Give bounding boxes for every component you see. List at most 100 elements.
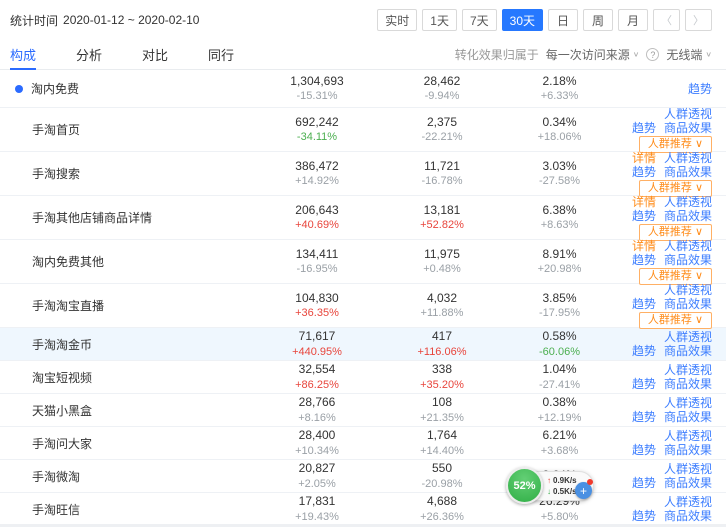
terminal-dropdown[interactable]: 无线端 ∨ [666, 46, 712, 63]
buyers-cell: 28,462 -9.94% [382, 74, 502, 104]
period-button-日[interactable]: 日 [548, 9, 578, 31]
action-links-row1: 人群透视 [664, 363, 712, 377]
trend-link[interactable]: 趋势 [631, 164, 656, 179]
period-button-月[interactable]: 月 [618, 9, 648, 31]
rate-cell: 3.03% -27.58% [502, 159, 617, 189]
trend-link[interactable]: 趋势 [631, 296, 656, 311]
visitors-cell: 71,617 +440.95% [252, 329, 382, 359]
buyers-cell: 417 +116.06% [382, 329, 502, 359]
product-effect-link[interactable]: 商品效果 [663, 443, 712, 457]
memory-percent-badge[interactable]: 52% [506, 467, 543, 504]
trend-link[interactable]: 趋势 [631, 208, 656, 223]
visitors-value: 104,830 [295, 290, 339, 305]
buyers-change: +21.35% [420, 411, 464, 424]
audience-insight-link[interactable]: 人群透视 [663, 194, 712, 209]
product-effect-link[interactable]: 商品效果 [663, 164, 712, 179]
rate-cell: 6.21% +3.68% [502, 428, 617, 458]
product-effect-link[interactable]: 商品效果 [663, 509, 712, 523]
rate-cell: 1.04% -27.41% [502, 362, 617, 392]
plus-button[interactable]: + [575, 482, 592, 499]
audience-insight-link[interactable]: 人群透视 [663, 462, 712, 476]
audience-insight-link[interactable]: 人群透视 [663, 396, 712, 410]
row-actions: 人群透视 趋势 商品效果 [617, 330, 712, 358]
product-effect-link[interactable]: 商品效果 [663, 377, 712, 391]
visitors-change: +19.43% [295, 510, 339, 523]
action-links-row1: 详情 人群透视 [632, 151, 712, 165]
period-button-30天[interactable]: 30天 [501, 9, 543, 31]
product-effect-link[interactable]: 商品效果 [663, 252, 712, 267]
audience-insight-link[interactable]: 人群透视 [663, 363, 712, 377]
buyers-change: +35.20% [420, 378, 464, 391]
product-effect-link[interactable]: 商品效果 [663, 476, 712, 490]
buyers-cell: 338 +35.20% [382, 362, 502, 392]
rate-value: 3.03% [542, 158, 577, 173]
tab-analysis[interactable]: 分析 [76, 48, 103, 63]
tab-composition[interactable]: 构成 [10, 40, 37, 70]
channel-name: 淘宝短视频 [32, 370, 93, 385]
audience-recommend-button[interactable]: 人群推荐 ∨ [638, 135, 712, 153]
tab-peers[interactable]: 同行 [208, 48, 235, 63]
rate-change: -27.58% [539, 175, 580, 188]
audience-recommend-button[interactable]: 人群推荐 ∨ [638, 267, 712, 285]
detail-link[interactable]: 详情 [631, 150, 656, 165]
trend-link[interactable]: 趋势 [687, 81, 712, 96]
row-actions: 人群透视 趋势 商品效果 人群推荐 ∨ [617, 283, 712, 329]
period-button-1天[interactable]: 1天 [422, 9, 457, 31]
audience-insight-link[interactable]: 人群透视 [663, 150, 712, 165]
trend-link[interactable]: 趋势 [631, 509, 656, 523]
trend-link[interactable]: 趋势 [631, 120, 656, 135]
period-button-实时[interactable]: 实时 [377, 9, 418, 31]
audience-recommend-button[interactable]: 人群推荐 ∨ [638, 311, 712, 329]
trend-link[interactable]: 趋势 [631, 443, 656, 457]
period-button-周[interactable]: 周 [583, 9, 613, 31]
period-button-7天[interactable]: 7天 [461, 9, 497, 31]
buyers-change: -22.21% [421, 131, 463, 144]
product-effect-link[interactable]: 商品效果 [663, 410, 712, 424]
audience-insight-link[interactable]: 人群透视 [663, 429, 712, 443]
prev-page-button[interactable]: 〈 [653, 9, 680, 31]
trend-link[interactable]: 趋势 [631, 476, 656, 490]
audience-insight-link[interactable]: 人群透视 [663, 106, 712, 121]
visitors-change: +8.16% [298, 411, 336, 424]
visitors-change: +2.05% [298, 477, 336, 490]
network-speed-widget[interactable]: ↑ 0.9K/s ↓ 0.5K/s + 52% [506, 467, 594, 505]
help-icon[interactable]: ? [646, 48, 660, 61]
audience-insight-link[interactable]: 人群透视 [663, 330, 712, 344]
rate-value: 2.18% [542, 73, 577, 88]
audience-recommend-button[interactable]: 人群推荐 ∨ [638, 223, 712, 241]
table-row: 淘内免费 1,304,693 -15.31% 28,462 -9.94% 2.1… [0, 70, 726, 108]
action-links-row1: 人群透视 [664, 462, 712, 476]
rate-value: 8.91% [542, 246, 577, 261]
rate-cell: 0.34% +18.06% [502, 115, 617, 145]
detail-link[interactable]: 详情 [631, 194, 656, 209]
buyers-value: 11,975 [424, 246, 460, 261]
product-effect-link[interactable]: 商品效果 [663, 296, 712, 311]
detail-link[interactable]: 详情 [631, 238, 656, 253]
audience-insight-link[interactable]: 人群透视 [663, 238, 712, 253]
attribution-dropdown[interactable]: 每一次访问来源 ∨ [546, 46, 640, 63]
trend-link[interactable]: 趋势 [631, 344, 656, 358]
rate-cell: 3.85% -17.95% [502, 291, 617, 321]
product-effect-link[interactable]: 商品效果 [663, 208, 712, 223]
product-effect-link[interactable]: 商品效果 [663, 120, 712, 135]
rate-value: 3.85% [542, 290, 577, 305]
trend-link[interactable]: 趋势 [631, 252, 656, 267]
trend-link[interactable]: 趋势 [631, 377, 656, 391]
buyers-value: 13,181 [423, 202, 461, 217]
tab-compare[interactable]: 对比 [142, 48, 169, 63]
audience-insight-link[interactable]: 人群透视 [663, 282, 712, 297]
buyers-change: +116.06% [417, 345, 467, 358]
trend-link[interactable]: 趋势 [631, 410, 656, 424]
product-effect-link[interactable]: 商品效果 [663, 344, 712, 358]
table-row: 天猫小黑盒 28,766 +8.16% 108 +21.35% 0.38% +1… [0, 394, 726, 427]
channel-name-cell: 手淘其他店铺商品详情 [10, 209, 252, 226]
visitors-cell: 32,554 +86.25% [252, 362, 382, 392]
action-links-row1: 人群透视 [664, 429, 712, 443]
table-row: 手淘淘金币 71,617 +440.95% 417 +116.06% 0.58%… [0, 328, 726, 361]
rate-change: +6.33% [540, 90, 579, 103]
audience-recommend-button[interactable]: 人群推荐 ∨ [638, 179, 712, 197]
visitors-change: -15.31% [296, 90, 338, 103]
audience-insight-link[interactable]: 人群透视 [663, 495, 712, 509]
row-actions: 详情 人群透视 趋势 商品效果 人群推荐 ∨ [617, 195, 712, 241]
next-page-button[interactable]: 〉 [685, 9, 712, 31]
